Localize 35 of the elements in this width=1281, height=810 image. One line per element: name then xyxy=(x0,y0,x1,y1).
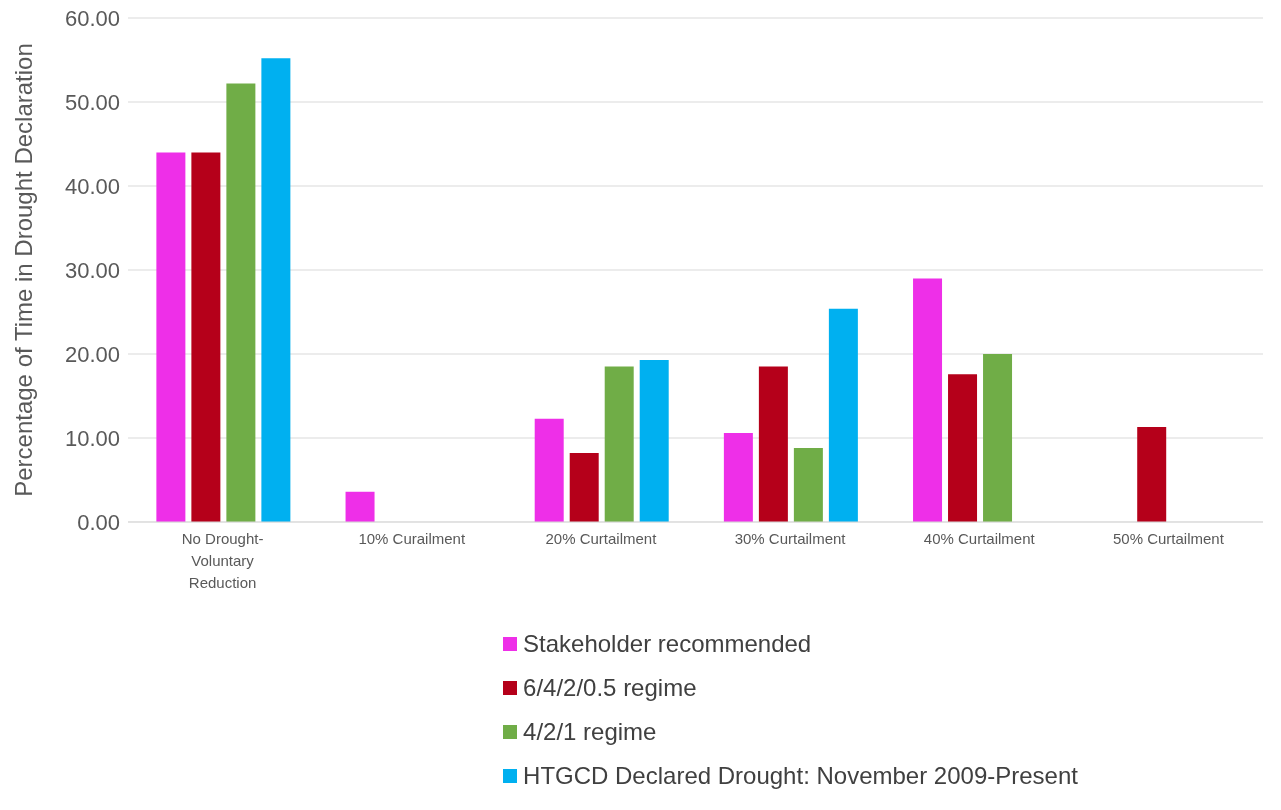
y-tick-label: 0.00 xyxy=(77,509,120,535)
bar xyxy=(1137,427,1167,522)
y-tick-label: 30.00 xyxy=(64,257,120,283)
bar xyxy=(639,359,669,522)
legend-label: 6/4/2/0.5 regime xyxy=(523,674,697,702)
x-tick-label: 40% Curtailment xyxy=(923,530,1036,547)
bar xyxy=(191,152,221,522)
y-tick-label: 60.00 xyxy=(64,5,120,31)
y-tick-label: 10.00 xyxy=(64,425,120,451)
x-tick-label: 20% Curtailment xyxy=(545,530,658,547)
bar xyxy=(948,374,978,522)
bar xyxy=(226,83,256,522)
legend-label: 4/2/1 regime xyxy=(523,718,657,746)
bar xyxy=(983,354,1013,522)
bar xyxy=(261,58,291,522)
legend-label: HTGCD Declared Drought: November 2009-Present xyxy=(523,762,1078,790)
y-tick-label: 40.00 xyxy=(64,173,120,199)
x-tick-label: 50% Curtailment xyxy=(1112,530,1225,547)
bar xyxy=(828,308,858,522)
x-tick-label: No Drought-Voluntary Reduction xyxy=(181,530,264,591)
y-tick-label: 20.00 xyxy=(64,341,120,367)
y-tick-label: 50.00 xyxy=(64,89,120,115)
x-tick-label: 10% Curailment xyxy=(358,530,466,547)
legend-label: Stakeholder recommended xyxy=(523,630,812,658)
bar xyxy=(793,448,823,522)
x-tick-label: 30% Curtailment xyxy=(734,530,847,547)
bar xyxy=(604,366,634,522)
bar xyxy=(345,491,375,522)
bar xyxy=(534,418,564,522)
y-axis-title: Percentage of Time in Drought Declaration xyxy=(9,43,37,497)
bar xyxy=(156,152,186,522)
bar xyxy=(758,366,788,522)
bar xyxy=(913,278,943,522)
bar xyxy=(569,453,599,522)
bar xyxy=(723,432,753,522)
